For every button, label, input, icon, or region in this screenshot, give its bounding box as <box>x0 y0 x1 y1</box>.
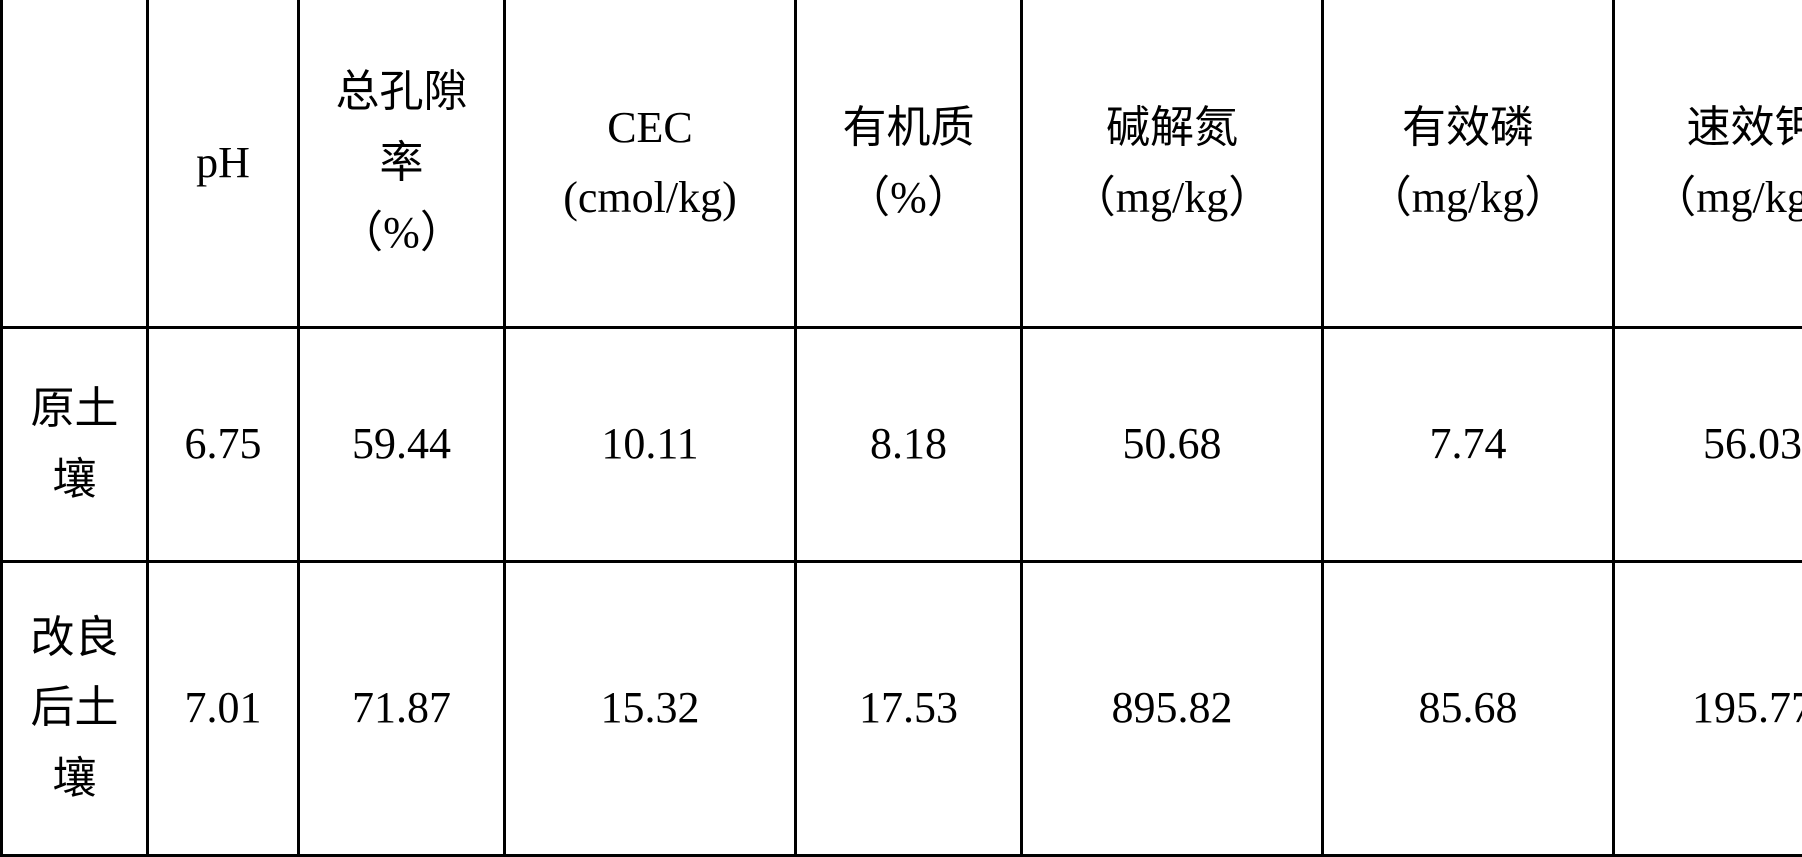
cell-porosity: 59.44 <box>299 328 505 562</box>
table-row: 原土壤 6.75 59.44 10.11 8.18 50.68 7.74 56.… <box>2 328 1802 562</box>
row-label: 改良后土壤 <box>2 562 148 856</box>
header-om: 有机质（%） <box>796 0 1022 328</box>
cell-ph: 6.75 <box>148 328 299 562</box>
cell-om: 17.53 <box>796 562 1022 856</box>
header-blank <box>2 0 148 328</box>
cell-alk-n: 895.82 <box>1022 562 1323 856</box>
header-alk-n: 碱解氮（mg/kg） <box>1022 0 1323 328</box>
row-label: 原土壤 <box>2 328 148 562</box>
cell-cec: 15.32 <box>505 562 796 856</box>
header-avail-p: 有效磷（mg/kg） <box>1323 0 1614 328</box>
cell-avail-k: 56.03 <box>1614 328 1802 562</box>
table-row: 改良后土壤 7.01 71.87 15.32 17.53 895.82 85.6… <box>2 562 1802 856</box>
table-header-row: pH 总孔隙率（%） CEC(cmol/kg) 有机质（%） 碱解氮（mg/kg… <box>2 0 1802 328</box>
cell-avail-k: 195.77 <box>1614 562 1802 856</box>
cell-avail-p: 7.74 <box>1323 328 1614 562</box>
cell-avail-p: 85.68 <box>1323 562 1614 856</box>
header-avail-k: 速效钾（mg/kg） <box>1614 0 1802 328</box>
soil-properties-table: pH 总孔隙率（%） CEC(cmol/kg) 有机质（%） 碱解氮（mg/kg… <box>0 0 1802 857</box>
header-porosity: 总孔隙率（%） <box>299 0 505 328</box>
cell-ph: 7.01 <box>148 562 299 856</box>
header-ph: pH <box>148 0 299 328</box>
cell-porosity: 71.87 <box>299 562 505 856</box>
cell-cec: 10.11 <box>505 328 796 562</box>
header-cec: CEC(cmol/kg) <box>505 0 796 328</box>
cell-om: 8.18 <box>796 328 1022 562</box>
cell-alk-n: 50.68 <box>1022 328 1323 562</box>
